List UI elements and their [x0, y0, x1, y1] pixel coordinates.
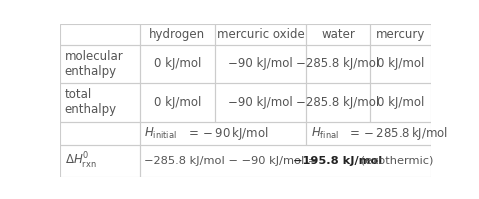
Bar: [370, 83, 431, 122]
Bar: [215, 45, 307, 83]
Text: $= -90\,\mathrm{kJ/mol}$: $= -90\,\mathrm{kJ/mol}$: [186, 125, 269, 142]
Text: 0 kJ/mol: 0 kJ/mol: [377, 96, 424, 109]
Text: −195.8 kJ/mol: −195.8 kJ/mol: [293, 156, 382, 166]
Text: mercury: mercury: [376, 28, 425, 41]
Text: −285.8 kJ/mol − −90 kJ/mol =: −285.8 kJ/mol − −90 kJ/mol =: [144, 156, 321, 166]
Text: mercuric oxide: mercuric oxide: [217, 28, 305, 41]
Text: molecular
enthalpy: molecular enthalpy: [65, 50, 123, 78]
Bar: [307, 122, 431, 145]
Text: 0 kJ/mol: 0 kJ/mol: [377, 58, 424, 70]
Bar: [140, 145, 431, 177]
Text: $\Delta H^0_{\mathrm{rxn}}$: $\Delta H^0_{\mathrm{rxn}}$: [65, 151, 96, 171]
Bar: [60, 24, 140, 45]
Bar: [140, 83, 215, 122]
Text: $H_{\mathrm{initial}}$: $H_{\mathrm{initial}}$: [144, 126, 177, 141]
Text: −285.8 kJ/mol: −285.8 kJ/mol: [297, 96, 380, 109]
Bar: [215, 83, 307, 122]
Bar: [140, 24, 215, 45]
Bar: [60, 83, 140, 122]
Text: $H_{\mathrm{final}}$: $H_{\mathrm{final}}$: [311, 126, 339, 141]
Text: (exothermic): (exothermic): [357, 156, 433, 166]
Text: total
enthalpy: total enthalpy: [65, 88, 117, 116]
Bar: [307, 45, 370, 83]
Bar: [60, 145, 140, 177]
Text: 0 kJ/mol: 0 kJ/mol: [154, 58, 201, 70]
Text: water: water: [321, 28, 355, 41]
Bar: [140, 45, 215, 83]
Bar: [215, 24, 307, 45]
Bar: [307, 24, 370, 45]
Text: −90 kJ/mol: −90 kJ/mol: [228, 58, 293, 70]
Text: −285.8 kJ/mol: −285.8 kJ/mol: [297, 58, 380, 70]
Bar: [60, 122, 140, 145]
Text: $= -285.8\,\mathrm{kJ/mol}$: $= -285.8\,\mathrm{kJ/mol}$: [347, 125, 448, 142]
Text: 0 kJ/mol: 0 kJ/mol: [154, 96, 201, 109]
Text: hydrogen: hydrogen: [149, 28, 205, 41]
Bar: [140, 122, 307, 145]
Bar: [370, 24, 431, 45]
Text: −90 kJ/mol: −90 kJ/mol: [228, 96, 293, 109]
Bar: [60, 45, 140, 83]
Bar: [307, 83, 370, 122]
Bar: [370, 45, 431, 83]
